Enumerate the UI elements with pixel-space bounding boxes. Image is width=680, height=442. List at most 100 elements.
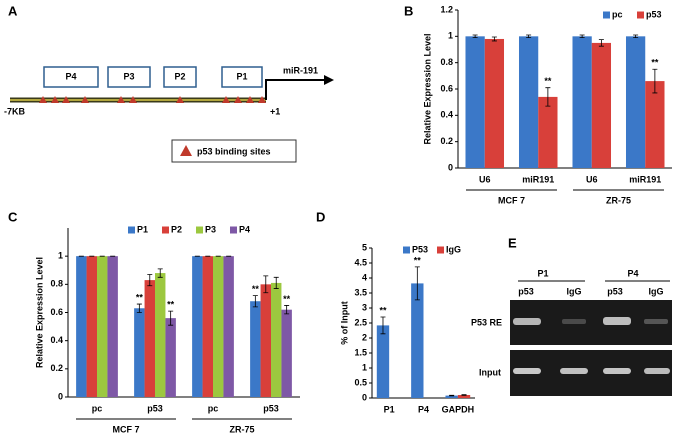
y-tick-label: 2.5 [354, 317, 367, 327]
legend-swatch [437, 246, 444, 254]
y-tick-label: 3.5 [354, 287, 367, 297]
gel: P1 P4 p53 IgG p53 IgG P53 RE Input [471, 268, 672, 396]
y-axis-title: % of Input [339, 301, 349, 345]
y-tick-label: 0.4 [50, 335, 63, 345]
promoter-label: P1 [236, 71, 247, 81]
legend-label: P53 [412, 244, 428, 254]
error-bar [252, 295, 258, 308]
primer-label: P4 [627, 268, 638, 278]
row-label: P53 RE [471, 317, 502, 327]
bar [107, 256, 118, 397]
y-tick-label: 0.5 [354, 377, 367, 387]
promoter-box [163, 66, 197, 88]
y-tick-label: 3 [362, 302, 367, 312]
bar [411, 283, 424, 398]
bar [445, 395, 458, 398]
group-label: ZR-75 [606, 195, 631, 205]
error-bar [579, 34, 585, 39]
bar [144, 280, 155, 397]
legend-swatch [128, 226, 135, 234]
x-tick-label: miR191 [522, 174, 554, 184]
bar [591, 42, 612, 168]
error-bar [414, 266, 420, 301]
band [513, 368, 541, 374]
group-label: MCF 7 [113, 424, 140, 434]
band [560, 368, 588, 374]
error-bar [284, 305, 290, 315]
bar [202, 256, 213, 397]
legend-swatch [196, 226, 203, 234]
x-tick-label: U6 [586, 174, 598, 184]
error-bar [168, 310, 174, 326]
y-tick-label: 0.6 [50, 307, 63, 317]
bar [260, 284, 271, 397]
panel-label: A [8, 3, 18, 18]
y-tick-label: 1 [448, 31, 453, 41]
legend-label: p53 binding sites [197, 146, 271, 156]
panel-label: C [8, 209, 18, 224]
y-tick-label: 5 [362, 242, 367, 252]
bar [165, 318, 176, 397]
legend-label: IgG [446, 244, 461, 254]
lane-label: IgG [567, 286, 582, 296]
x-tick-label: P4 [418, 404, 429, 414]
y-tick-label: 0.4 [440, 110, 453, 120]
significance: ** [379, 305, 387, 315]
x-tick-label: GAPDH [442, 404, 475, 414]
start-label: -7KB [4, 106, 26, 116]
x-tick-label: miR191 [629, 174, 661, 184]
legend-box [171, 139, 297, 163]
error-bar [449, 394, 455, 397]
legend-label: pc [612, 9, 623, 19]
legend-swatch [637, 11, 644, 19]
error-bar [526, 34, 532, 39]
legend-label: P4 [239, 224, 250, 234]
error-bar [598, 39, 604, 47]
y-tick-label: 2 [362, 332, 367, 342]
panel-label: D [316, 209, 325, 224]
bar [376, 325, 390, 398]
y-tick-label: 0.8 [50, 279, 63, 289]
bar [281, 309, 292, 397]
bar [465, 36, 485, 169]
bar [484, 38, 505, 168]
y-tick-label: 1 [362, 362, 367, 372]
y-tick-label: 4.5 [354, 257, 367, 267]
promoter-label: P2 [174, 71, 185, 81]
y-tick-label: 0.6 [440, 83, 453, 93]
band [603, 368, 631, 374]
legend-label: p53 [646, 9, 662, 19]
bar [271, 282, 282, 397]
error-bar [273, 276, 279, 289]
bar [134, 308, 145, 397]
bar [625, 36, 646, 169]
error-bar [633, 34, 639, 39]
lane-label: p53 [607, 286, 623, 296]
error-bar [147, 274, 153, 287]
error-bar [157, 268, 163, 278]
bar [250, 301, 261, 397]
bar [538, 96, 558, 168]
legend-label: P1 [137, 224, 148, 234]
bar [223, 256, 234, 397]
binding-sites [39, 96, 266, 103]
primer-label: P1 [537, 268, 548, 278]
y-tick-label: 4 [362, 272, 367, 282]
group-label: ZR-75 [229, 424, 254, 434]
promoter-diagram: miR-191 -7KB +1 P4 P3 P2 P1 p53 binding … [4, 65, 334, 163]
significance: ** [136, 292, 144, 302]
row-label: Input [479, 367, 501, 377]
band [644, 319, 668, 324]
panel-label: B [404, 3, 413, 18]
y-axis-title: Relative Expression Level [34, 257, 44, 368]
bar [572, 36, 592, 169]
y-tick-label: 1.5 [354, 347, 367, 357]
x-tick-label: P1 [384, 404, 395, 414]
tss-arrow [265, 79, 326, 100]
bar [97, 256, 108, 397]
promoter-box [221, 66, 263, 88]
y-tick-label: 0 [58, 391, 63, 401]
x-tick-label: p53 [263, 403, 279, 413]
y-tick-label: 1 [58, 251, 63, 261]
bar [213, 256, 224, 397]
